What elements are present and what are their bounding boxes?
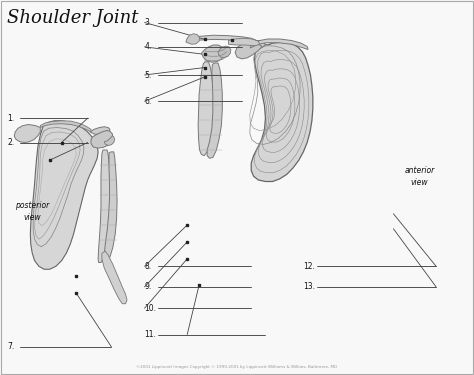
Polygon shape xyxy=(228,38,260,46)
Polygon shape xyxy=(40,121,91,132)
Text: 10.: 10. xyxy=(145,304,156,313)
Text: 1.: 1. xyxy=(7,114,14,123)
Text: ©2001 Lippincott Images Copyright © 1999-2001 by Lippincott Williams & Wilkins, : ©2001 Lippincott Images Copyright © 1999… xyxy=(137,365,337,369)
Polygon shape xyxy=(235,43,262,59)
Polygon shape xyxy=(187,35,256,42)
Polygon shape xyxy=(102,251,127,304)
Text: 7.: 7. xyxy=(7,342,14,351)
Text: 13.: 13. xyxy=(303,282,315,291)
Text: 11.: 11. xyxy=(145,330,156,339)
Text: 3.: 3. xyxy=(145,18,152,27)
Polygon shape xyxy=(198,62,214,156)
Text: 12.: 12. xyxy=(303,262,315,271)
Polygon shape xyxy=(251,42,313,182)
Text: anterior
view: anterior view xyxy=(404,166,435,187)
Text: 4.: 4. xyxy=(145,42,152,51)
Polygon shape xyxy=(250,39,308,50)
Text: Shoulder Joint: Shoulder Joint xyxy=(7,9,138,27)
Text: 6.: 6. xyxy=(145,97,152,106)
Polygon shape xyxy=(250,40,265,50)
Polygon shape xyxy=(30,121,98,269)
Polygon shape xyxy=(91,130,113,148)
Polygon shape xyxy=(207,63,222,158)
Polygon shape xyxy=(90,127,110,134)
Polygon shape xyxy=(14,124,40,142)
Polygon shape xyxy=(218,46,231,58)
Polygon shape xyxy=(104,136,115,146)
Text: 2.: 2. xyxy=(7,138,14,147)
Text: 8.: 8. xyxy=(145,262,152,271)
Polygon shape xyxy=(186,34,200,44)
Polygon shape xyxy=(98,150,111,262)
Text: 5.: 5. xyxy=(145,70,152,80)
Polygon shape xyxy=(201,45,224,62)
Text: posterior
view: posterior view xyxy=(15,201,49,222)
Text: 9.: 9. xyxy=(145,282,152,291)
Polygon shape xyxy=(104,152,117,261)
